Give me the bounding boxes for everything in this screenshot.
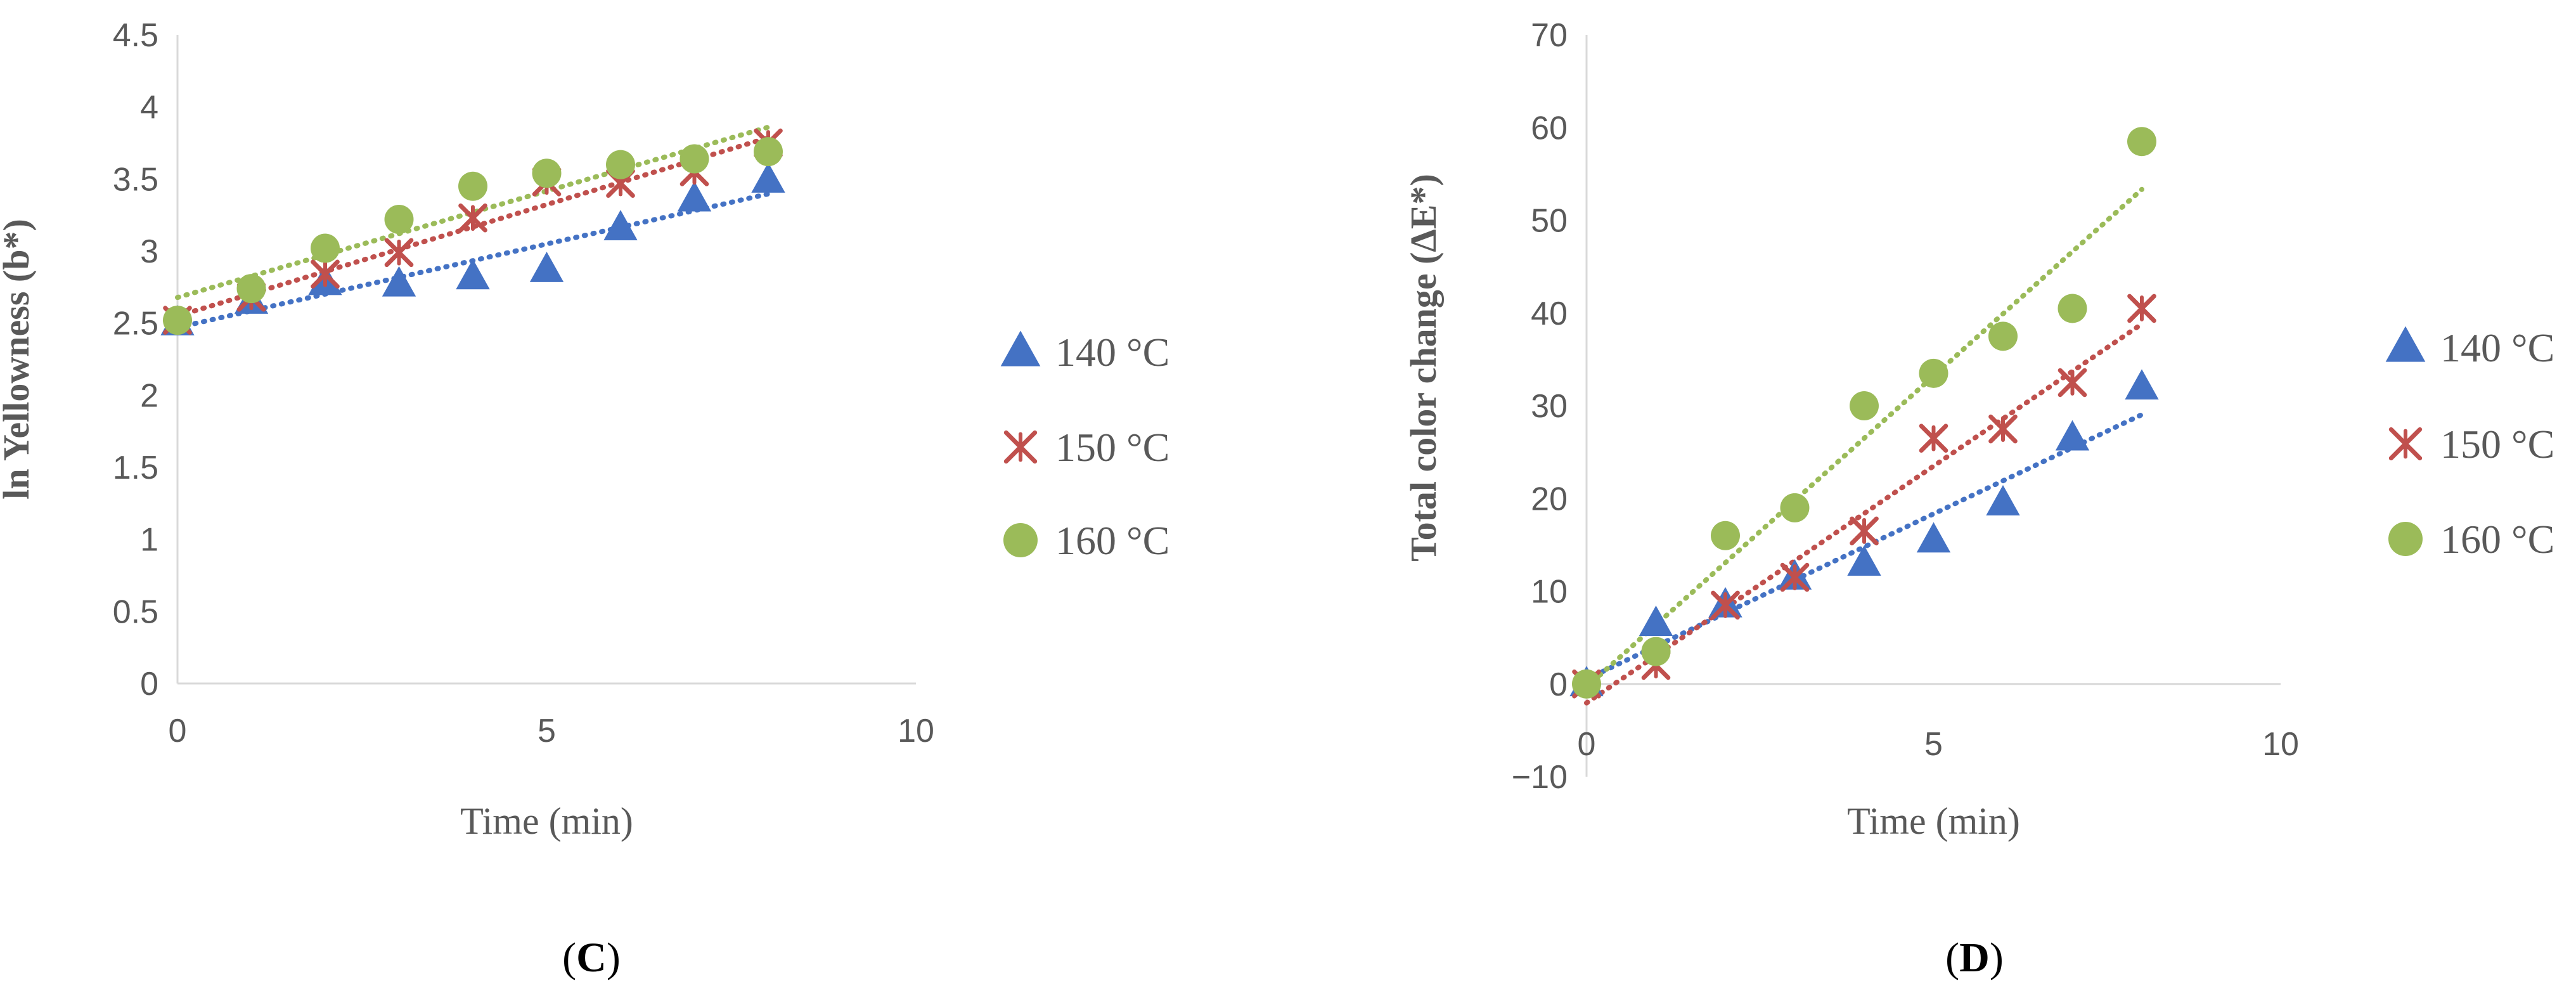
chart-c-point-140-c	[677, 181, 712, 212]
chart-d-trendline-140-c	[1584, 411, 2144, 682]
chart-d-ytick-label: 0	[1549, 666, 1568, 703]
chart-d-point-160-c	[1572, 669, 1601, 699]
chart-c-ytick-label: 0	[140, 666, 158, 703]
chart-c-point-150-c	[384, 238, 414, 268]
chart-c-ytick-label: 2	[140, 377, 158, 414]
chart-c-ytick-label: 3	[140, 233, 158, 270]
chart-c-point-160-c	[606, 150, 635, 179]
chart-c-point-160-c	[236, 274, 266, 304]
panel-label-c-letter: C	[576, 935, 607, 981]
chart-c-point-160-c	[754, 137, 783, 167]
chart-c-point-160-c	[458, 171, 487, 201]
chart-d-trendline-160-c	[1584, 186, 2144, 690]
chart-c-trendline-160-c	[175, 124, 771, 301]
chart-d-point-140-c	[2055, 420, 2090, 451]
chart-c-x-axis-title: Time (min)	[460, 800, 633, 842]
chart-d-point-160-c	[2127, 127, 2156, 157]
chart-d-ytick-label: 40	[1531, 295, 1568, 332]
chart-d-point-150-c	[1988, 414, 2018, 444]
chart-d-ytick-label: −10	[1512, 759, 1568, 796]
chart-d-point-160-c	[1850, 391, 1879, 420]
chart-panel-c: 0 0.5 1 1.5 2 2.5 3 3.5 4 4.5 0 5 10 Time (min) ln Yel…	[0, 17, 1169, 842]
chart-d-point-140-c	[1639, 606, 1673, 637]
chart-d-trendline-150-c	[1584, 321, 2144, 706]
chart-c-ytick-label: 4	[140, 89, 158, 126]
chart-d-point-150-c	[1780, 562, 1810, 592]
panel-label-c: (C)	[562, 935, 621, 981]
chart-d-legend-label-150-c: 150 °C	[2440, 422, 2554, 467]
chart-c-point-150-c	[458, 203, 487, 233]
chart-d-point-150-c	[2127, 294, 2156, 323]
chart-c-ytick-label: 3.5	[113, 161, 158, 198]
chart-c-legend-marker-140-c	[1000, 330, 1041, 366]
chart-d-legend-label-160-c: 160 °C	[2440, 517, 2554, 562]
chart-d-ytick-label: 70	[1531, 17, 1568, 54]
chart-c-ytick-label: 2.5	[113, 306, 158, 342]
chart-c-point-160-c	[679, 144, 709, 174]
chart-c-ytick-label: 1.5	[113, 450, 158, 486]
panel-label-d-letter: D	[1959, 935, 1990, 981]
chart-d-xtick-label: 10	[2262, 726, 2299, 763]
chart-d-ytick-label: 60	[1531, 110, 1568, 146]
chart-d-x-axis-title: Time (min)	[1847, 800, 2020, 842]
chart-c-point-140-c	[456, 259, 490, 290]
chart-c-legend-marker-150-c	[1003, 430, 1038, 464]
chart-c-point-160-c	[311, 233, 340, 263]
chart-d-ytick-label: 50	[1531, 203, 1568, 240]
chart-d-ytick-label: 10	[1531, 574, 1568, 611]
chart-c-point-140-c	[751, 162, 785, 193]
chart-d-point-140-c	[1986, 485, 2020, 515]
chart-d-legend-label-140-c: 140 °C	[2440, 325, 2554, 370]
chart-d-ytick-label: 20	[1531, 481, 1568, 517]
chart-c-point-160-c	[384, 204, 414, 234]
chart-c-xtick-label: 5	[538, 713, 556, 749]
chart-c-ytick-label: 0.5	[113, 593, 158, 630]
chart-c-point-140-c	[382, 266, 416, 297]
chart-d-y-axis-title: Total color change (ΔE*)	[1403, 174, 1444, 562]
chart-c-legend-label-150-c: 150 °C	[1055, 425, 1169, 470]
chart-d-point-160-c	[1919, 358, 1948, 388]
chart-c-point-160-c	[532, 159, 562, 188]
chart-c-ytick-label: 1	[140, 522, 158, 559]
chart-c-y-axis-title: ln Yellowness (b*)	[0, 219, 37, 500]
chart-c-xtick-label: 0	[169, 713, 187, 749]
chart-d-legend-marker-160-c	[2388, 522, 2423, 556]
chart-c-point-140-c	[529, 252, 564, 282]
chart-c-point-160-c	[163, 306, 192, 335]
chart-c-ytick-label: 4.5	[113, 17, 158, 54]
panel-label-d: (D)	[1945, 935, 2004, 981]
chart-d-xtick-label: 5	[1924, 726, 1943, 763]
chart-d-point-150-c	[1711, 590, 1740, 620]
chart-d-point-150-c	[1850, 516, 1879, 546]
chart-d-xtick-label: 0	[1578, 726, 1596, 763]
chart-d-ytick-label: 30	[1531, 388, 1568, 425]
chart-d-point-160-c	[1711, 521, 1740, 550]
chart-d-point-140-c	[2125, 369, 2159, 400]
chart-panel-d: −10 0 10 20 30 40 50 60 70 0 5 10 Time (min) Total co…	[1403, 17, 2554, 842]
chart-d-legend-marker-140-c	[2385, 326, 2426, 362]
chart-d-point-160-c	[1641, 637, 1671, 666]
chart-d-point-140-c	[1847, 545, 1881, 576]
chart-d-point-160-c	[1780, 493, 1810, 522]
chart-d-point-140-c	[1916, 522, 1951, 553]
chart-d-point-160-c	[2058, 294, 2087, 323]
chart-c-legend-marker-160-c	[1003, 523, 1038, 557]
chart-c-legend-label-160-c: 160 °C	[1055, 518, 1169, 563]
chart-c-xtick-label: 10	[898, 713, 934, 749]
chart-d-point-160-c	[1988, 321, 2018, 351]
chart-d-legend-marker-150-c	[2388, 427, 2423, 461]
chart-c-point-140-c	[603, 210, 638, 240]
chart-c-legend-label-140-c: 140 °C	[1055, 330, 1169, 375]
chart-c-point-150-c	[311, 259, 340, 289]
chart-d-point-150-c	[2058, 368, 2087, 398]
chart-d-point-150-c	[1919, 424, 1948, 453]
